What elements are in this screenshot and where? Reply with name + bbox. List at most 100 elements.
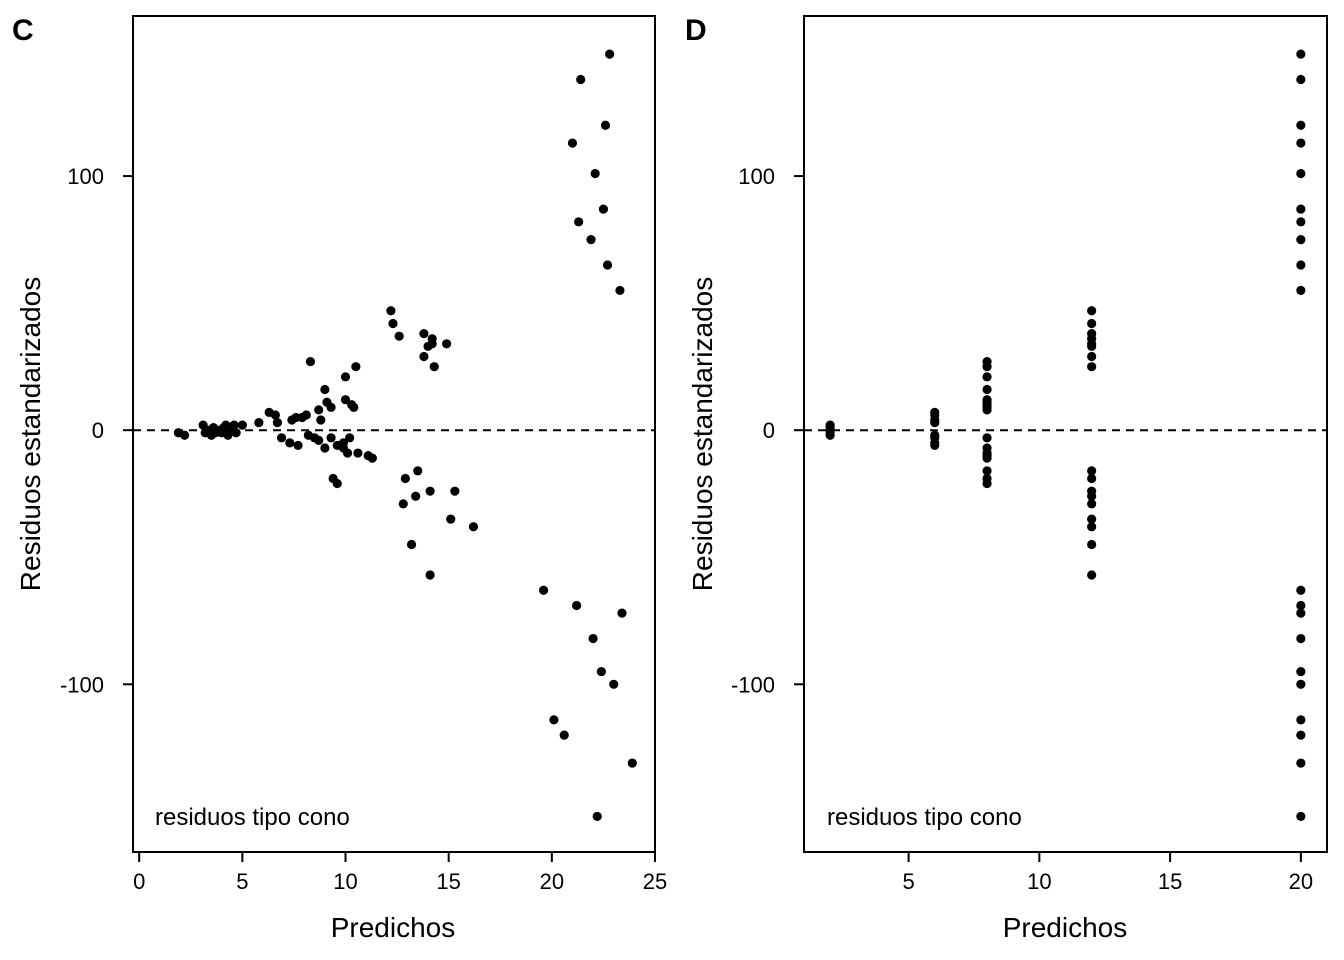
panel-d-data-point [1296, 168, 1306, 179]
panel-d-data-point [930, 417, 940, 428]
panel-d-data-point [982, 362, 992, 372]
panel-c-data-point [320, 443, 330, 453]
panel-c-points [173, 49, 637, 822]
panel-c-data-point [386, 306, 396, 316]
panel-c-x-tick-label: 10 [333, 869, 357, 894]
panel-c-y-tick-label: 100 [67, 164, 104, 189]
panel-d-data-point [1296, 285, 1306, 296]
panel-c-annotation: residuos tipo cono [155, 804, 350, 831]
panel-c-data-point [305, 356, 316, 367]
panel-c-data-point [353, 448, 363, 458]
panel-d-data-point [1087, 522, 1097, 532]
panel-c-data-point [442, 339, 452, 349]
panel-c-data-point [254, 417, 264, 428]
panel-d-y-tick-label: -100 [731, 672, 775, 697]
panel-d-x-tick-label: 5 [902, 869, 914, 894]
panel-d-data-point [1296, 608, 1306, 618]
panel-d-data-point [1296, 217, 1306, 227]
panel-c-data-point [617, 608, 627, 618]
panel-c-data-point [419, 329, 429, 339]
panel-d-data-point [1087, 499, 1097, 509]
panel-c-data-point [446, 514, 456, 524]
panel-d-x-tick-label: 15 [1158, 869, 1182, 894]
panel-c-data-point [605, 49, 615, 59]
panel-c-data-point [338, 438, 349, 448]
panel-c-data-point [398, 499, 408, 509]
panel-c-data-point [340, 372, 351, 382]
panel-c-data-point [592, 811, 602, 822]
panel-d-data-point [1296, 730, 1306, 740]
panel-d-data-point [1296, 600, 1306, 611]
panel-c-data-point [425, 570, 435, 580]
panel-c-data-point [400, 473, 410, 484]
panel-c-data-point [574, 217, 584, 227]
panel-d-data-point [1087, 306, 1097, 316]
panel-d-x-axis: 5 10 15 20 [902, 851, 1313, 894]
panel-d-y-tick-label: 100 [738, 164, 775, 189]
panel-c-data-point [316, 415, 326, 425]
panel-c-data-point [326, 402, 336, 412]
panel-d-data-point [982, 478, 992, 489]
panel-c-x-tick-label: 20 [540, 869, 564, 894]
panel-d-annotation: residuos tipo cono [827, 804, 1022, 831]
panel-c-data-point [367, 453, 377, 463]
panel-d-data-point [825, 430, 835, 440]
panel-c-data-point [394, 331, 404, 341]
panel-c-data-point [406, 539, 417, 550]
panel-d-data-point [930, 440, 940, 451]
panel-c-data-point [538, 585, 549, 595]
panel-d-data-point [982, 433, 992, 443]
panel-d-data-point [1296, 138, 1306, 148]
panel-c-data-point [301, 410, 311, 420]
panel-c-x-tick-label: 15 [436, 869, 460, 894]
panel-d-y-axis-title: Residuos estandarizados [687, 277, 718, 591]
panel-c-data-point [602, 260, 613, 270]
panel-d-data-point [1296, 74, 1306, 85]
panel-c-data-point [342, 448, 353, 458]
panel-c-data-point [429, 362, 439, 372]
panel-c-y-tick-label: -100 [60, 672, 104, 697]
panel-d-data-point [982, 453, 992, 463]
panel-d-data-point [1087, 466, 1097, 476]
panel-c-x-axis: 0 5 10 15 20 25 [133, 851, 667, 894]
panel-d-data-point [982, 372, 992, 382]
panel-c-y-axis-title: Residuos estandarizados [15, 277, 46, 591]
panel-c-data-point [413, 466, 423, 476]
panel-c-data-point [411, 491, 421, 501]
panel-d-data-point [1296, 633, 1306, 644]
panel-c-data-point [345, 433, 355, 443]
panel-d-data-point [1087, 318, 1097, 329]
panel-d-data-point [1087, 341, 1097, 351]
panel-c-data-point [450, 486, 460, 496]
panel-c-data-point [388, 318, 398, 329]
panel-d-plot-frame [803, 15, 1328, 853]
panel-d-data-point [1296, 204, 1306, 214]
panel-c-data-point [598, 204, 609, 214]
panel-c-data-point [276, 433, 287, 443]
panel-c-data-point [293, 440, 303, 451]
panel-c-data-point [609, 679, 619, 689]
panel-d-data-point [982, 384, 992, 395]
panel-d-points [825, 49, 1306, 822]
panel-c-data-point [586, 235, 596, 245]
panel-c-data-point [596, 666, 606, 677]
panel-d-data-point [1296, 811, 1306, 822]
panel-d-data-point [1296, 120, 1306, 130]
panel-c-x-axis-title: Predichos [331, 912, 456, 943]
panel-c-x-tick-label: 5 [236, 869, 248, 894]
panel-c-data-point [419, 351, 429, 362]
panel-d-x-axis-title: Predichos [1003, 912, 1128, 943]
panel-c-data-point [332, 478, 342, 489]
panel-c-data-point [179, 430, 190, 440]
panel-d-data-point [1296, 235, 1306, 245]
panel-c-data-point [600, 120, 611, 130]
panel-c-data-point [351, 362, 361, 372]
panel-c-data-point [588, 633, 598, 644]
panel-d-y-axis: -100 0 100 [731, 164, 804, 697]
panel-c: C 0 5 10 15 20 25 -100 0 100 Predichos Residuos… [12, 14, 667, 943]
panel-c-y-tick-label: 0 [92, 418, 104, 443]
panel-d-data-point [1087, 362, 1097, 372]
panel-d-data-point [1296, 679, 1306, 689]
panel-d-data-point [1296, 666, 1306, 677]
panel-c-data-point [320, 384, 330, 395]
